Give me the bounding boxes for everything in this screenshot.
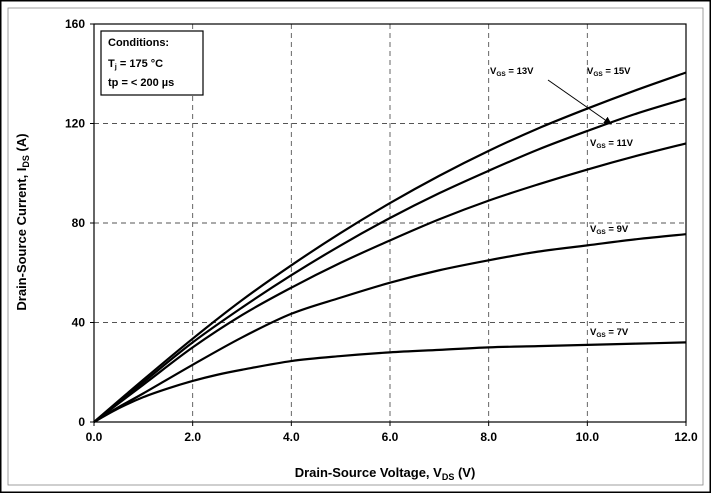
x-tick-label: 0.0 [86, 430, 103, 444]
series-line-2 [93, 142, 687, 423]
conditions-tj: Tj = 175 °C [108, 58, 163, 71]
conditions-box: Conditions: Tj = 175 °C tp = < 200 µs [100, 30, 204, 96]
x-tick-label: 10.0 [576, 430, 600, 444]
series-label-4: VGS = 15V [587, 66, 631, 78]
series-group [93, 71, 687, 423]
conditions-title: Conditions: [108, 37, 169, 49]
x-axis-title: Drain-Source Voltage, VDS (V) [295, 465, 476, 482]
x-tick-label: 6.0 [382, 430, 399, 444]
y-tick-label: 0 [78, 415, 85, 429]
y-tick-label: 40 [72, 316, 86, 330]
x-tick-label: 8.0 [480, 430, 497, 444]
series-label-0: VGS = 7V [590, 327, 629, 339]
series-line-1 [93, 233, 687, 423]
series-label-1: VGS = 9V [590, 224, 629, 236]
tick-labels: 0.0 2.0 4.0 6.0 8.0 10.0 12.0 0 40 80 120 160 [65, 17, 698, 444]
y-tick-label: 120 [65, 117, 85, 131]
series-line-0 [93, 341, 687, 423]
conditions-tp: tp = < 200 µs [108, 77, 174, 89]
series-label-3: VGS = 13V [490, 66, 534, 78]
series-line-3 [93, 97, 687, 423]
x-tick-label: 12.0 [674, 430, 698, 444]
inner-border [7, 7, 704, 486]
y-axis-title: Drain-Source Current, IDS (A) [14, 133, 31, 310]
x-tick-label: 4.0 [283, 430, 300, 444]
annotation-arrow [547, 79, 612, 125]
y-tick-label: 160 [65, 17, 85, 31]
conditions-box-border [100, 30, 204, 96]
series-labels: VGS = 7V VGS = 9V VGS = 11V VGS = 13V VGS = … [490, 66, 634, 339]
y-tick-label: 80 [72, 216, 86, 230]
series-label-2: VGS = 11V [590, 138, 634, 150]
annotation-arrow-line [547, 79, 612, 125]
x-tick-label: 2.0 [184, 430, 201, 444]
series-line-4 [93, 71, 687, 423]
